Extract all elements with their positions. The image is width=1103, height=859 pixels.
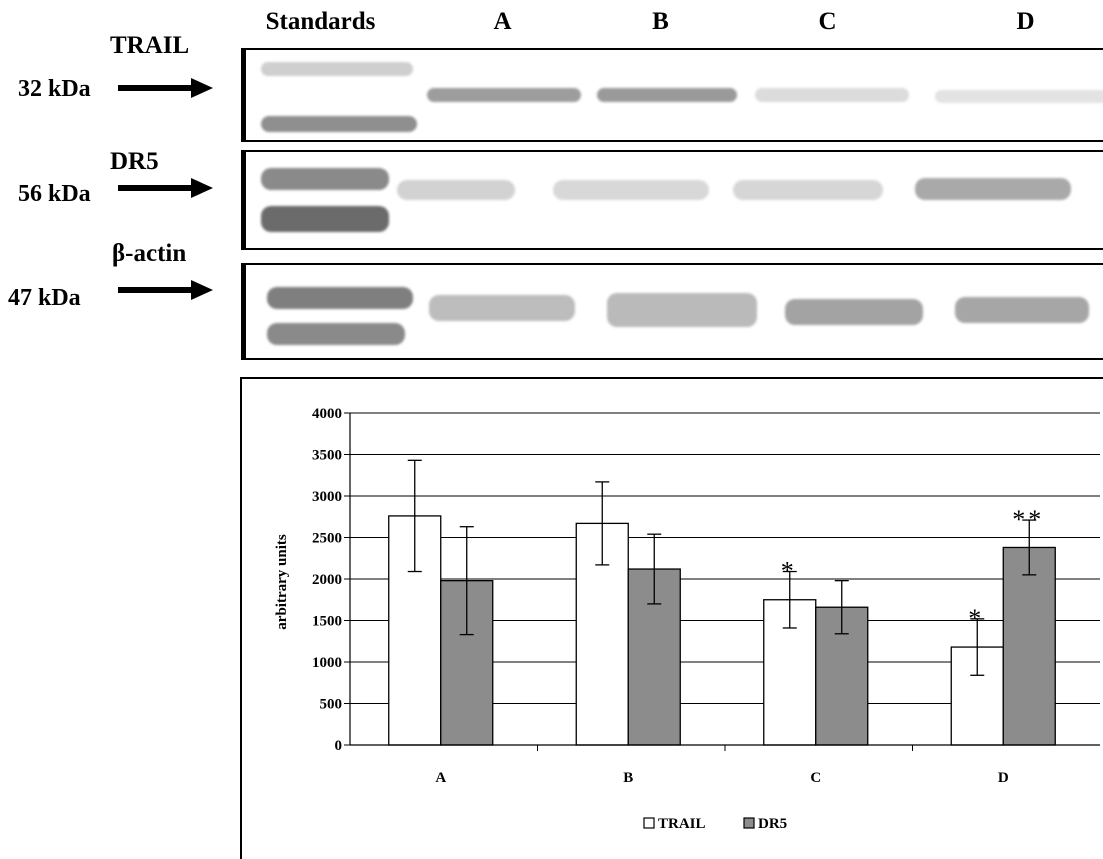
y-tick-label: 1000 xyxy=(312,655,342,671)
dr5-band-d xyxy=(915,178,1071,200)
error-bar xyxy=(834,580,849,635)
trail-protein-label: TRAIL xyxy=(110,32,190,59)
beta-actin-mw-label: 47 kDa xyxy=(8,285,81,311)
x-tick-label: A xyxy=(435,770,446,786)
trail-band-b xyxy=(597,88,737,102)
dr5-band-c xyxy=(733,180,883,200)
trail-arrow-icon xyxy=(118,78,213,98)
beta-actin-band-b xyxy=(607,293,757,327)
trail-mw-label: 32 kDa xyxy=(18,76,91,102)
trail-standard-band-upper xyxy=(261,62,413,76)
trail-band-d xyxy=(935,90,1103,103)
beta-actin-band-d xyxy=(955,297,1089,323)
bar-dr5-d xyxy=(1002,546,1056,746)
y-tick-label: 4000 xyxy=(312,406,342,422)
y-tick-label: 0 xyxy=(335,738,343,754)
x-tick-label: D xyxy=(998,770,1009,786)
error-bar xyxy=(647,533,662,605)
dr5-arrow-icon xyxy=(118,178,213,198)
trail-band-c xyxy=(755,88,909,102)
trail-band-a xyxy=(427,88,581,102)
legend-swatch-trail xyxy=(643,817,655,829)
trail-blot xyxy=(241,48,1103,142)
y-axis-label: arbitrary units xyxy=(274,534,290,630)
error-bar xyxy=(782,570,797,629)
lane-header-c: C xyxy=(818,8,837,35)
error-bar xyxy=(970,618,985,676)
dr5-standard-band-upper xyxy=(261,168,389,190)
significance-marker: ** xyxy=(1012,505,1044,534)
legend-swatch-dr5 xyxy=(743,817,755,829)
y-tick-label: 3000 xyxy=(312,489,342,505)
chart-frame xyxy=(240,377,1103,859)
y-tick-label: 1500 xyxy=(312,614,342,630)
x-tick-label: B xyxy=(623,770,633,786)
beta-actin-standard-band-upper xyxy=(267,287,413,309)
y-tick-label: 2000 xyxy=(312,572,342,588)
significance-marker: * xyxy=(968,604,984,633)
dr5-band-b xyxy=(553,180,709,200)
beta-actin-standard-band-lower xyxy=(267,323,405,345)
significance-marker: * xyxy=(781,557,797,586)
error-bar xyxy=(1022,519,1037,576)
dr5-standard-band-lower xyxy=(261,206,389,232)
error-bar xyxy=(459,526,474,636)
dr5-protein-label: DR5 xyxy=(110,148,159,175)
x-tick-label: C xyxy=(810,770,821,786)
legend-label-trail: TRAIL xyxy=(658,816,706,832)
trail-standard-band-lower xyxy=(261,116,417,132)
legend-label-dr5: DR5 xyxy=(758,816,787,832)
y-tick-label: 2500 xyxy=(312,531,342,547)
error-bar xyxy=(595,481,610,566)
lane-header-a: A xyxy=(493,8,512,35)
dr5-mw-label: 56 kDa xyxy=(18,181,91,207)
lane-header-standards: Standards xyxy=(265,8,376,35)
beta-actin-band-a xyxy=(429,295,575,321)
y-tick-label: 500 xyxy=(320,697,343,713)
beta-actin-blot xyxy=(241,263,1103,360)
legend: TRAIL DR5 xyxy=(643,816,787,832)
beta-actin-band-c xyxy=(785,299,923,325)
lane-header-d: D xyxy=(1016,8,1035,35)
dr5-blot xyxy=(241,150,1103,250)
error-bar xyxy=(407,459,422,573)
lane-header-b: B xyxy=(652,8,669,35)
y-tick-label: 3500 xyxy=(312,448,342,464)
beta-actin-protein-label: β-actin xyxy=(112,240,187,267)
dr5-band-a xyxy=(397,180,515,200)
beta-actin-arrow-icon xyxy=(118,280,213,300)
